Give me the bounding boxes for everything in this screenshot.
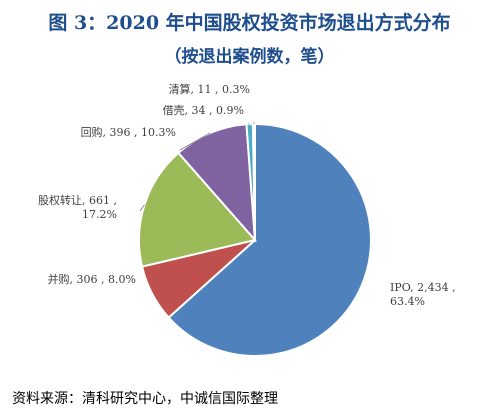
slice-label-1: 并购, 306 , 8.0% [48, 272, 136, 286]
source-note: 资料来源：清科研究中心，中诚信国际整理 [12, 391, 278, 407]
slice-label-2: 股权转让, 661 , 17.2% [38, 193, 117, 221]
chart-subtitle: （按退出案例数，笔） [164, 47, 335, 67]
pie-slice-5 [251, 122, 256, 241]
leader-line-3 [179, 132, 211, 151]
slice-label-0: IPO, 2,434 , 63.4% [390, 281, 456, 308]
pie-slice-0 [167, 122, 372, 357]
leader-line-2 [139, 204, 145, 212]
slice-label-4: 借壳, 34 , 0.9% [163, 103, 244, 117]
slice-label-5: 清算, 11 , 0.3% [169, 82, 250, 96]
slice-label-3: 回购, 396 , 10.3% [81, 125, 176, 139]
chart-title: 图 3：2020 年中国股权投资市场退出方式分布 [48, 12, 451, 34]
